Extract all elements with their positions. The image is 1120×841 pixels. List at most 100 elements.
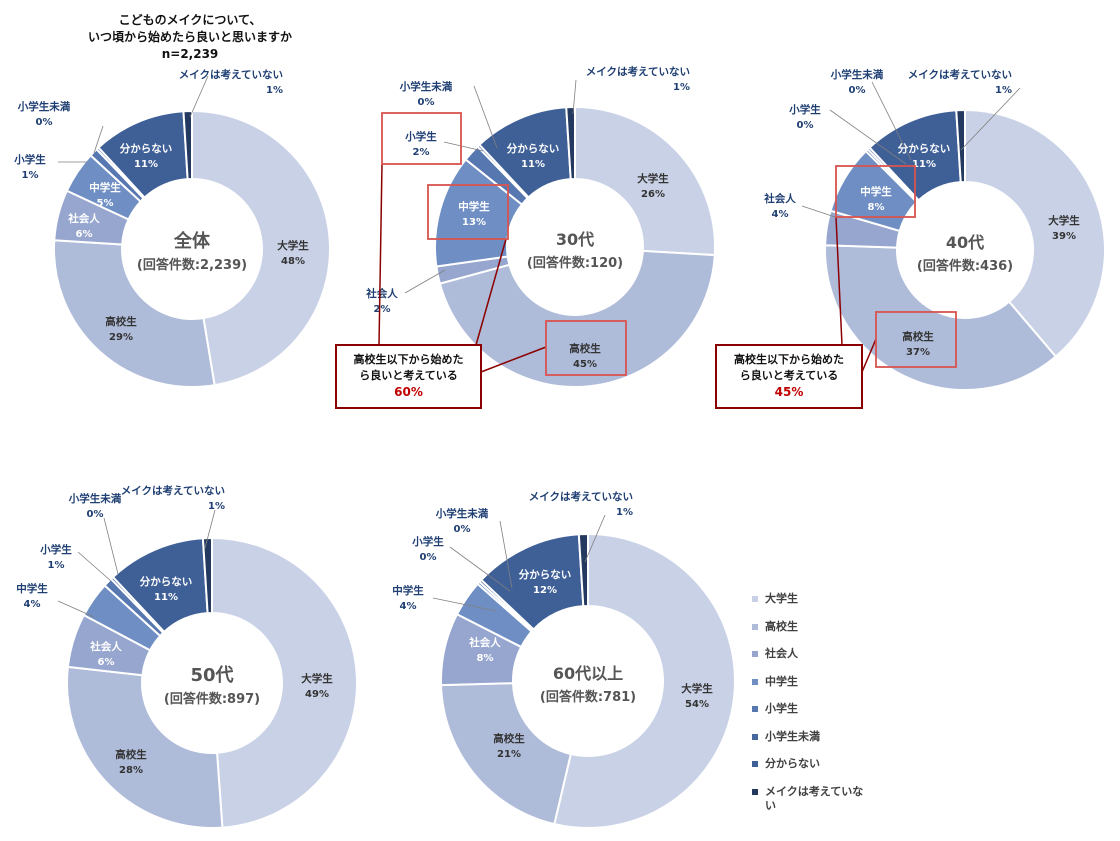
donut-slice [211,536,359,829]
leader-line [829,109,907,165]
slice-percent: 6% [98,657,115,668]
slice-label: 中学生 [392,584,424,597]
leader-line [103,517,119,575]
leader-line [443,141,484,152]
slice-label: メイクは考えていない [529,490,633,503]
slice-label: 中学生 [16,582,48,595]
legend-label: メイクは考えていない [765,784,864,812]
legend-item: 小学生 [752,702,872,730]
donut-slice [66,665,224,829]
slice-percent: 0% [36,117,53,128]
leader-line [189,75,209,118]
slice-label: 高校生 [115,748,147,761]
center-count: (回答件数:781) [540,689,636,705]
highlight-box [381,112,462,165]
legend-swatch [752,733,758,740]
slice-percent: 1% [673,82,690,93]
title-sample-size: n=2,239 [161,47,219,61]
slice-label: 社会人 [67,212,100,225]
leader-line [871,81,912,161]
slice-label: 分からない [140,575,193,588]
slice-label: 小学生 [411,535,444,548]
slice-label: 小学生未満 [435,507,489,520]
donut-chart-30s: 30代 (回答件数:120) 大学生 26% 高校生 45% 社会人 2% 中学生 13% 小学生 2… [335,65,716,409]
slice-percent: 0% [87,509,104,520]
legend-item: 社会人 [752,647,872,675]
legend-swatch [752,678,758,685]
leader-line [473,85,498,149]
slice-label: 社会人 [89,640,122,653]
leader-line [572,79,577,115]
donut-slice [201,536,213,615]
slice-percent: 11% [521,159,545,170]
slice-percent: 48% [281,256,305,267]
slice-label: 小学生未満 [830,68,884,81]
donut-slice [955,108,966,184]
slice-label: 小学生未満 [68,492,122,505]
center-count: (回答件数:120) [527,255,623,271]
slice-percent: 2% [374,304,391,315]
highlight-box [835,165,916,218]
callout-connector [835,216,843,346]
slice-label: 大学生 [301,672,333,685]
slice-label: 小学生 [788,103,821,116]
slice-percent: 11% [134,159,158,170]
legend-label: 小学生未満 [765,729,820,743]
callout-connector [861,338,877,373]
slice-percent: 6% [76,229,93,240]
legend-label: 高校生 [765,619,798,633]
leader-line [432,597,497,612]
center-title: 全体 [173,230,211,252]
slice-percent: 1% [48,560,65,571]
legend-swatch [752,623,758,630]
center-title: 60代以上 [553,664,623,683]
slice-percent: 11% [912,159,936,170]
slice-percent: 12% [533,585,557,596]
donut-slice [565,105,576,181]
legend-item: 大学生 [752,592,872,620]
callout-connector [480,346,547,373]
leader-line [449,546,511,592]
slice-label: メイクは考えていない [586,65,690,78]
callout-box [335,344,482,409]
slice-percent: 1% [266,85,283,96]
title-line-1: こどものメイクについて、 [118,13,262,27]
leader-line [204,509,216,549]
slice-label: 大学生 [277,239,309,252]
donut-slice [53,239,216,388]
slice-label: 高校生 [493,732,525,745]
slice-label: 分からない [120,142,173,155]
slice-label: メイクは考えていない [908,68,1012,81]
legend-swatch [752,706,758,712]
slice-label: 大学生 [1048,214,1080,227]
donut-slice [438,249,716,388]
donut-slice [577,532,589,608]
leader-line [499,520,513,589]
slice-label: 中学生 [458,200,490,213]
leader-line [584,514,606,563]
center-title: 40代 [946,233,984,252]
slice-label: 分からない [898,142,951,155]
slice-percent: 1% [208,501,225,512]
slice-label: 中学生 [89,181,121,194]
slice-label: 分からない [519,568,572,581]
slice-percent: 4% [24,599,41,610]
leader-line [404,269,446,294]
callout-text: ら良いと考えている [740,368,838,382]
slice-label: 小学生未満 [399,80,453,93]
slice-percent: 8% [477,653,494,664]
legend-label: 大学生 [765,592,798,605]
donut-slice [553,532,736,829]
callout-box [715,344,863,409]
slice-percent: 5% [97,198,114,209]
chart-title: こどものメイクについて、 いつ頃から始めたら良いと思いますか n=2,239 [50,12,330,63]
slice-percent: 0% [797,120,814,131]
legend-item: 小学生未満 [752,730,872,758]
slice-percent: 21% [497,749,521,760]
legend-swatch [752,596,758,602]
slice-label: 分からない [507,142,560,155]
slice-label: 高校生 [569,342,601,355]
callout-text: 高校生以下から始めた [734,352,844,366]
slice-label: 高校生 [902,330,934,343]
